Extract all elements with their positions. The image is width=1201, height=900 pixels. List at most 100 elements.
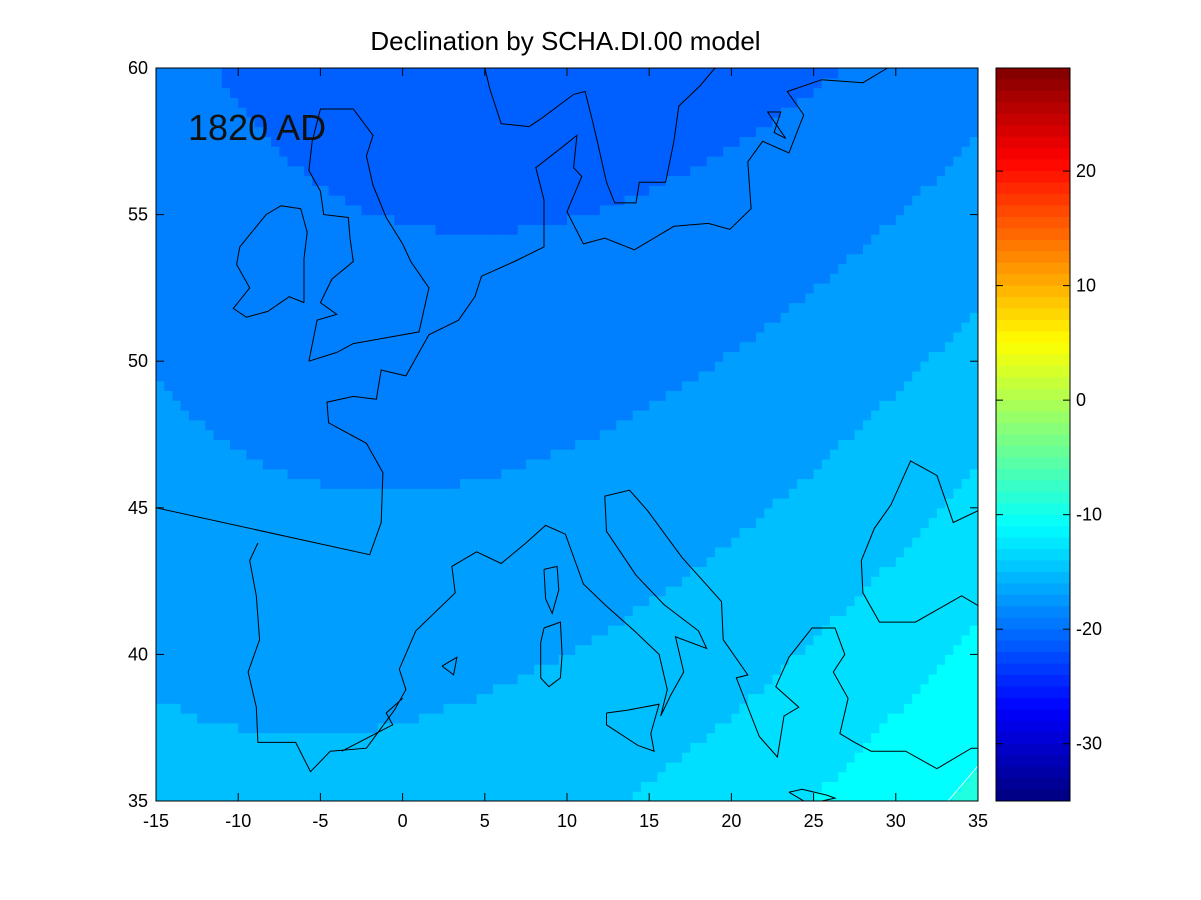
heatmap-cell	[640, 204, 650, 216]
heatmap-cell	[188, 68, 198, 79]
heatmap-cell	[205, 605, 215, 616]
heatmap-cell	[665, 361, 675, 372]
heatmap-cell	[197, 517, 206, 528]
heatmap-cell	[369, 546, 379, 558]
heatmap-cell	[180, 341, 190, 353]
heatmap-cell	[188, 361, 198, 372]
heatmap-cell	[262, 165, 272, 177]
heatmap-cell	[377, 576, 387, 587]
heatmap-cell	[583, 341, 593, 353]
heatmap-cell	[279, 605, 289, 616]
heatmap-cell	[673, 654, 683, 665]
heatmap-cell	[575, 68, 585, 79]
heatmap-cell	[279, 771, 289, 783]
heatmap-cell	[517, 625, 527, 636]
heatmap-cell	[262, 742, 272, 753]
heatmap-cell	[599, 693, 609, 704]
heatmap-cell	[460, 214, 469, 225]
heatmap-cell	[435, 615, 445, 626]
heatmap-cell	[542, 722, 552, 734]
heatmap-cell	[394, 771, 404, 783]
heatmap-cell	[427, 517, 437, 528]
heatmap-cell	[509, 566, 519, 577]
heatmap-cell	[213, 361, 223, 372]
heatmap-cell	[460, 517, 469, 528]
heatmap-cell	[172, 322, 182, 333]
heatmap-cell	[583, 556, 593, 568]
heatmap-cell	[188, 224, 198, 235]
heatmap-cell	[567, 185, 576, 196]
heatmap-cell	[197, 478, 206, 489]
heatmap-cell	[534, 605, 543, 616]
heatmap-cell	[246, 429, 256, 440]
heatmap-cell	[501, 595, 511, 607]
heatmap-cell	[525, 498, 535, 509]
heatmap-cell	[369, 576, 379, 587]
heatmap-cell	[443, 155, 453, 167]
heatmap-cell	[180, 175, 190, 186]
heatmap-cell	[616, 585, 626, 597]
heatmap-cell	[616, 331, 626, 343]
heatmap-cell	[435, 527, 445, 538]
heatmap-cell	[254, 136, 264, 147]
heatmap-cell	[567, 116, 576, 128]
heatmap-cell	[460, 380, 469, 392]
heatmap-cell	[213, 243, 223, 255]
heatmap-cell	[501, 185, 511, 196]
heatmap-cell	[205, 458, 215, 470]
heatmap-cell	[501, 126, 511, 138]
heatmap-cell	[345, 322, 354, 333]
heatmap-cell	[591, 107, 601, 118]
heatmap-cell	[690, 644, 700, 655]
heatmap-cell	[410, 146, 420, 157]
heatmap-cell	[402, 341, 412, 353]
heatmap-cell	[377, 155, 387, 167]
heatmap-cell	[624, 537, 634, 548]
heatmap-cell	[229, 204, 239, 216]
heatmap-cell	[303, 68, 313, 79]
heatmap-cell	[188, 77, 198, 89]
heatmap-cell	[501, 107, 511, 118]
heatmap-cell	[484, 752, 494, 763]
heatmap-cell	[188, 214, 198, 225]
heatmap-cell	[419, 410, 428, 421]
heatmap-cell	[303, 722, 313, 734]
heatmap-cell	[164, 566, 174, 577]
heatmap-cell	[583, 654, 593, 665]
heatmap-cell	[229, 243, 239, 255]
heatmap-cell	[188, 458, 198, 470]
heatmap-cell	[435, 429, 445, 440]
heatmap-cell	[369, 87, 379, 98]
heatmap-cell	[575, 341, 585, 353]
heatmap-cell	[534, 97, 543, 108]
heatmap-cell	[468, 400, 478, 411]
heatmap-cell	[156, 322, 165, 333]
heatmap-cell	[303, 312, 313, 323]
heatmap-cell	[336, 155, 346, 167]
heatmap-cell	[698, 742, 708, 753]
heatmap-cell	[410, 585, 420, 597]
heatmap-cell	[164, 576, 174, 587]
heatmap-cell	[690, 185, 700, 196]
heatmap-cell	[254, 595, 264, 607]
heatmap-cell	[476, 634, 486, 646]
heatmap-cell	[682, 341, 691, 353]
heatmap-cell	[673, 155, 683, 167]
heatmap-cell	[649, 400, 659, 411]
heatmap-cell	[410, 576, 420, 587]
heatmap-cell	[172, 351, 182, 362]
heatmap-cell	[353, 380, 363, 392]
heatmap-cell	[353, 634, 363, 646]
heatmap-cell	[443, 253, 453, 265]
heatmap-cell	[451, 107, 461, 118]
heatmap-cell	[567, 204, 576, 216]
heatmap-cell	[599, 126, 609, 138]
heatmap-cell	[254, 771, 264, 783]
heatmap-cell	[632, 292, 642, 304]
heatmap-cell	[591, 449, 601, 460]
heatmap-cell	[345, 77, 354, 89]
heatmap-cell	[443, 439, 453, 450]
heatmap-cell	[435, 263, 445, 274]
heatmap-cell	[394, 253, 404, 265]
heatmap-cell	[616, 351, 626, 362]
